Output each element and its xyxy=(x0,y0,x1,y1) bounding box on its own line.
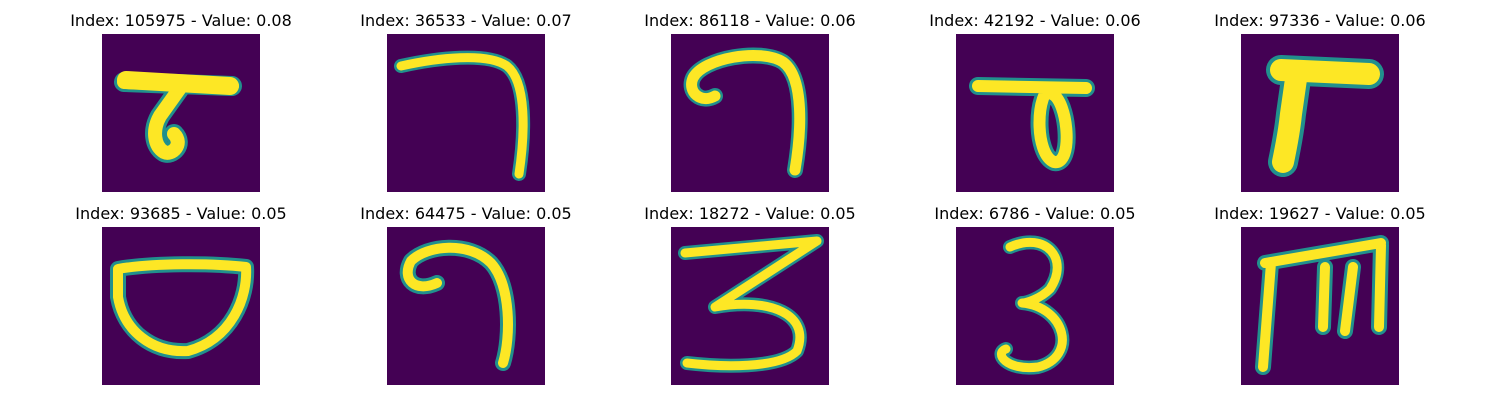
digit-image-panel xyxy=(102,227,260,385)
digit-image-panel xyxy=(102,34,260,192)
digit-image-panel xyxy=(1241,227,1399,385)
handwritten-digit-image xyxy=(394,50,531,181)
panel-title: Index: 97336 - Value: 0.06 xyxy=(1214,11,1426,30)
handwritten-digit-image xyxy=(110,256,255,360)
handwritten-digit-image xyxy=(1266,55,1384,177)
handwritten-digit-image xyxy=(969,77,1095,171)
panel-title: Index: 93685 - Value: 0.05 xyxy=(75,204,287,223)
handwritten-digit-image xyxy=(994,235,1070,375)
panel-title: Index: 18272 - Value: 0.05 xyxy=(644,204,856,223)
digit-image-panel xyxy=(387,227,545,385)
digit-image-panel xyxy=(956,34,1114,192)
handwritten-digit-image xyxy=(1255,235,1389,375)
panel-title: Index: 19627 - Value: 0.05 xyxy=(1214,204,1426,223)
digit-image-panel xyxy=(671,227,829,385)
handwritten-digit-image xyxy=(683,47,808,178)
panel-title: Index: 6786 - Value: 0.05 xyxy=(934,204,1136,223)
digit-image-panel xyxy=(1241,34,1399,192)
digit-image-panel xyxy=(956,227,1114,385)
handwritten-digit-image xyxy=(399,239,516,371)
panel-title: Index: 86118 - Value: 0.06 xyxy=(644,11,856,30)
panel-title: Index: 42192 - Value: 0.06 xyxy=(929,11,1141,30)
digit-image-panel xyxy=(671,34,829,192)
digit-image-panel xyxy=(387,34,545,192)
panel-title: Index: 64475 - Value: 0.05 xyxy=(360,204,572,223)
handwritten-digit-image xyxy=(114,71,242,163)
handwritten-digit-image xyxy=(678,234,824,373)
panel-title: Index: 36533 - Value: 0.07 xyxy=(360,11,572,30)
panel-title: Index: 105975 - Value: 0.08 xyxy=(70,11,292,30)
